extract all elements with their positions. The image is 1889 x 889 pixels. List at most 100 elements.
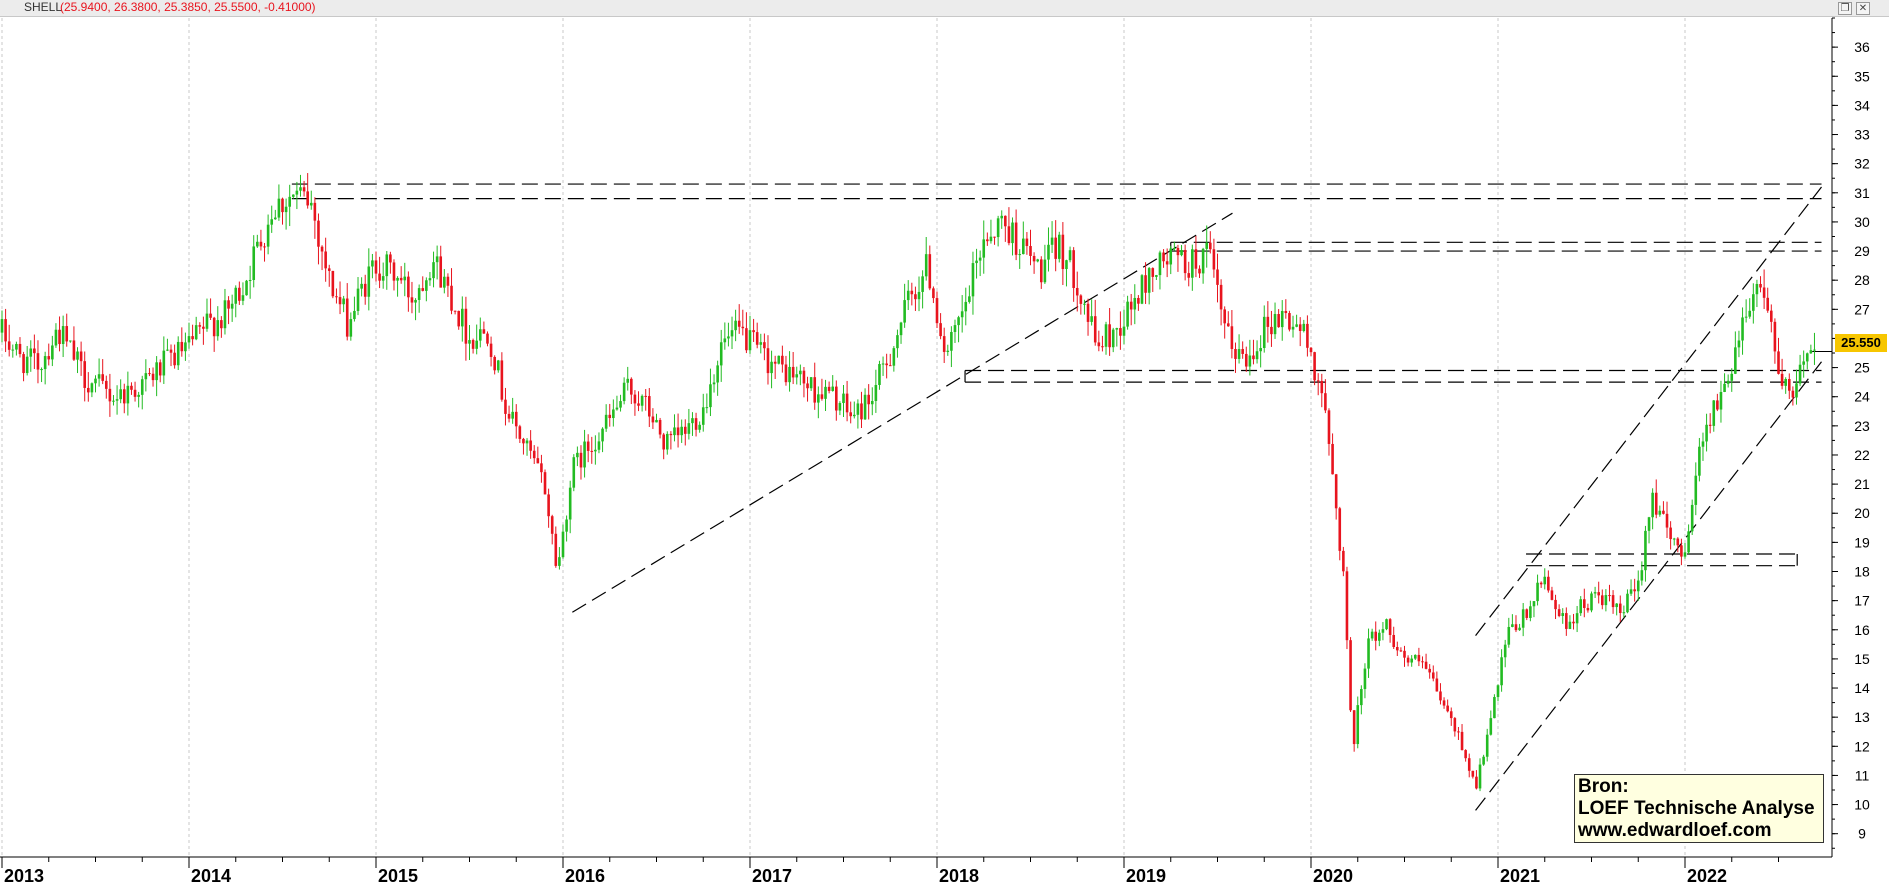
candle-down	[867, 394, 870, 405]
candle-up	[428, 278, 432, 281]
candle-down	[1457, 731, 1460, 733]
candle-down	[630, 378, 633, 395]
y-tick-label: 35	[1854, 68, 1870, 84]
candle-down	[784, 364, 788, 383]
y-tick-label: 24	[1854, 389, 1870, 405]
candle-down	[791, 366, 795, 378]
candle-down	[1306, 323, 1309, 348]
candle-down	[1770, 310, 1773, 322]
candle-down	[317, 220, 320, 247]
candle-up	[1658, 510, 1662, 515]
candle-up	[597, 441, 601, 450]
candle-down	[1572, 621, 1575, 624]
candle-down	[1446, 705, 1449, 712]
candle-down	[1079, 295, 1083, 304]
y-tick-label: 9	[1858, 826, 1866, 842]
candle-up	[1755, 283, 1759, 295]
candle-up	[878, 364, 881, 385]
candle-up	[1640, 570, 1644, 581]
candle-down	[1029, 246, 1032, 256]
candle-down	[1075, 287, 1079, 296]
candle-up	[126, 385, 130, 404]
y-tick-label: 13	[1854, 709, 1870, 725]
candle-down	[191, 336, 194, 340]
candle-up	[1644, 530, 1647, 571]
candle-up	[1496, 685, 1500, 698]
candle-up	[184, 342, 187, 352]
candle-down	[33, 348, 36, 354]
candle-down	[1791, 390, 1795, 398]
candle-up	[194, 325, 198, 340]
candle-down	[1662, 510, 1665, 514]
candle-up	[1813, 349, 1816, 351]
candle-down	[1345, 571, 1349, 641]
candle-down	[885, 363, 888, 366]
close-icon[interactable]: ✕	[1856, 2, 1870, 15]
candle-up	[349, 319, 353, 337]
candle-up	[69, 340, 72, 342]
candle-up	[356, 288, 360, 311]
candle-up	[367, 266, 371, 297]
candle-down	[648, 396, 651, 417]
candle-up	[852, 414, 856, 417]
candle-up	[734, 320, 737, 331]
candle-down	[1467, 758, 1471, 771]
candle-up	[1173, 247, 1176, 249]
candle-up	[25, 356, 29, 374]
candle-up	[1784, 379, 1787, 386]
candle-down	[130, 385, 133, 390]
candle-up	[1083, 303, 1086, 305]
candle-down	[827, 386, 831, 391]
candle-up	[1529, 606, 1532, 618]
candle-up	[612, 409, 615, 419]
candle-up	[971, 263, 975, 297]
candle-down	[58, 329, 61, 345]
candle-down	[407, 276, 410, 298]
candle-down	[590, 450, 594, 452]
candle-down	[1334, 474, 1338, 509]
candle-up	[1536, 582, 1539, 602]
candle-down	[4, 319, 7, 342]
candle-down	[148, 373, 151, 375]
candle-up	[770, 361, 773, 374]
candle-up	[496, 360, 500, 371]
candle-up	[1248, 355, 1252, 367]
candle-up	[90, 383, 94, 393]
candle-down	[766, 348, 770, 374]
candle-up	[655, 419, 658, 423]
candle-down	[1597, 592, 1600, 596]
candle-up	[712, 382, 716, 385]
candle-up	[1367, 638, 1370, 669]
candle-down	[1708, 424, 1712, 426]
candle-down	[378, 273, 381, 281]
candle-up	[385, 254, 389, 277]
candle-down	[7, 341, 11, 350]
candle-down	[122, 389, 126, 404]
y-tick-label: 34	[1854, 97, 1870, 113]
candle-up	[1493, 697, 1496, 719]
candle-down	[392, 262, 396, 281]
candle-down	[1298, 324, 1302, 331]
candle-down	[942, 336, 946, 352]
candle-down	[1014, 222, 1018, 255]
candle-down	[637, 403, 640, 406]
candle-down	[1388, 619, 1392, 635]
candle-up	[946, 350, 950, 352]
candle-down	[421, 288, 425, 291]
candle-down	[1352, 710, 1356, 745]
candle-up	[719, 342, 723, 366]
restore-icon[interactable]: ❐	[1838, 2, 1852, 15]
candle-down	[1032, 255, 1036, 262]
candle-down	[1226, 323, 1230, 327]
candle-up	[640, 395, 644, 406]
candle-down	[1270, 326, 1273, 335]
candle-up	[1047, 244, 1050, 260]
candle-up	[594, 449, 597, 452]
candle-down	[345, 298, 349, 337]
candle-down	[550, 516, 554, 534]
x-tick-label: 2015	[378, 866, 418, 886]
candle-up	[874, 384, 878, 401]
candle-down	[1277, 314, 1280, 328]
candle-up	[295, 190, 299, 195]
candle-up	[112, 400, 115, 402]
